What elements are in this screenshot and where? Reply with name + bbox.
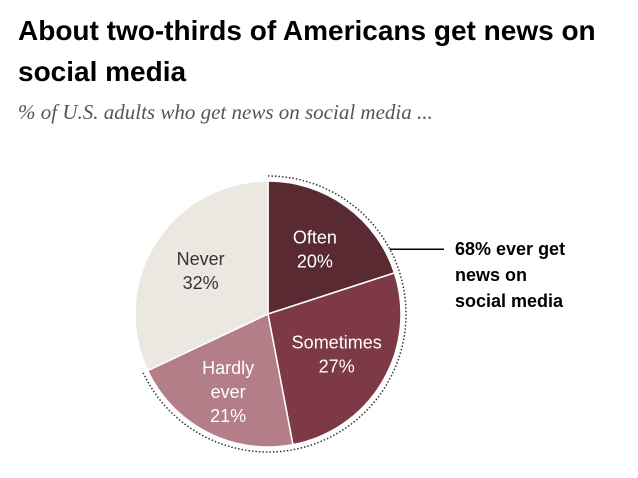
pie-slice-never	[134, 180, 269, 372]
slice-label-hardly-ever: 21%	[210, 406, 246, 426]
slice-label-often: 20%	[297, 251, 333, 271]
annotation-text: news on	[455, 265, 527, 285]
slice-label-sometimes: Sometimes	[292, 333, 382, 353]
annotation-text: social media	[455, 291, 564, 311]
chart-title: About two-thirds of Americans get news o…	[18, 15, 596, 87]
pie-slice-sometimes	[267, 271, 402, 446]
slice-label-never: 32%	[183, 273, 219, 293]
pie-slice-hardly-ever	[146, 312, 294, 448]
slice-label-never: Never	[177, 249, 225, 269]
slice-label-hardly-ever: Hardly	[202, 358, 254, 378]
ever-bracket-arc	[142, 175, 407, 453]
annotation-text: 68% ever get	[455, 239, 565, 259]
pie-slice-often	[267, 180, 396, 316]
chart-subtitle: % of U.S. adults who get news on social …	[18, 100, 433, 124]
slice-label-often: Often	[293, 227, 337, 247]
slice-label-hardly-ever: ever	[211, 382, 246, 402]
slice-label-sometimes: 27%	[319, 357, 355, 377]
